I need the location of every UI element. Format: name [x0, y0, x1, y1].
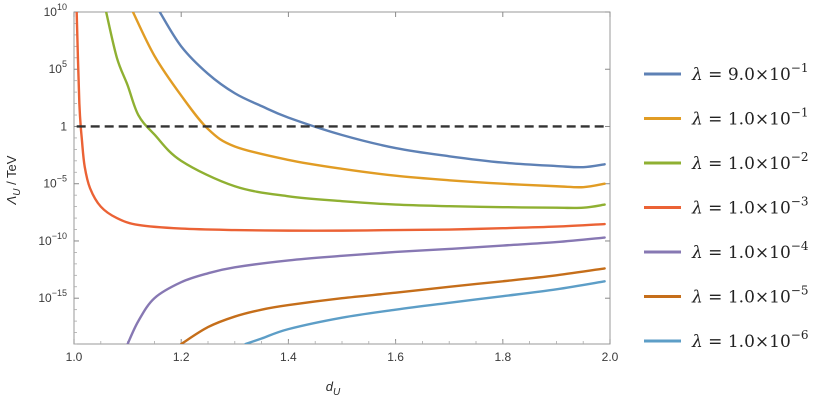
- legend-label: λ = 1.0×10−1: [691, 106, 808, 130]
- legend-label: λ = 1.0×10−2: [691, 150, 808, 174]
- series-line-4: [126, 236, 606, 344]
- y-axis-ticks: 1010 105 1 10−5 10−10 10−15: [38, 2, 610, 345]
- legend-label: λ = 1.0×10−3: [691, 195, 808, 219]
- legend-item: λ = 1.0×10−6: [644, 328, 808, 352]
- legend: λ = 9.0×10−1 λ = 1.0×10−1 λ = 1.0×10−2 λ = …: [644, 61, 809, 352]
- x-axis-title: dU: [326, 379, 341, 398]
- legend-label: λ = 1.0×10−5: [691, 284, 808, 308]
- legend-label: λ = 1.0×10−4: [691, 239, 809, 263]
- legend-item: λ = 1.0×10−4: [644, 239, 809, 263]
- series-line-5: [180, 267, 606, 344]
- x-tick-label: 1.8: [494, 350, 511, 364]
- legend-item: λ = 9.0×10−1: [644, 61, 808, 85]
- legend-label: λ = 1.0×10−6: [691, 328, 808, 352]
- y-tick-label: 10−15: [38, 288, 67, 305]
- legend-item: λ = 1.0×10−3: [644, 195, 808, 219]
- plot-frame: [73, 11, 611, 345]
- plot-border: [73, 11, 611, 345]
- series-curves: [75, 12, 606, 344]
- legend-label: λ = 9.0×10−1: [691, 61, 808, 85]
- series-line-0: [158, 12, 606, 169]
- legend-item: λ = 1.0×10−5: [644, 284, 808, 308]
- x-tick-label: 1.0: [66, 350, 83, 364]
- series-line-6: [244, 280, 606, 344]
- legend-item: λ = 1.0×10−2: [644, 150, 808, 174]
- x-tick-label: 1.2: [173, 350, 190, 364]
- y-tick-label: 1: [60, 119, 67, 133]
- x-tick-label: 2.0: [602, 350, 619, 364]
- y-tick-label: 105: [49, 59, 67, 76]
- y-tick-label: 10−5: [43, 174, 67, 191]
- x-axis-ticks: 1.0 1.2 1.4 1.6 1.8 2.0: [66, 12, 619, 364]
- series-line-3: [75, 12, 606, 232]
- x-tick-label: 1.6: [387, 350, 404, 364]
- legend-item: λ = 1.0×10−1: [644, 106, 808, 130]
- series-line-2: [104, 12, 606, 210]
- x-tick-label: 1.4: [280, 350, 297, 364]
- y-axis-title: ΛU / TeV: [4, 155, 23, 205]
- y-tick-label: 1010: [44, 2, 67, 19]
- y-tick-label: 10−10: [38, 231, 67, 248]
- series-line-1: [131, 12, 606, 189]
